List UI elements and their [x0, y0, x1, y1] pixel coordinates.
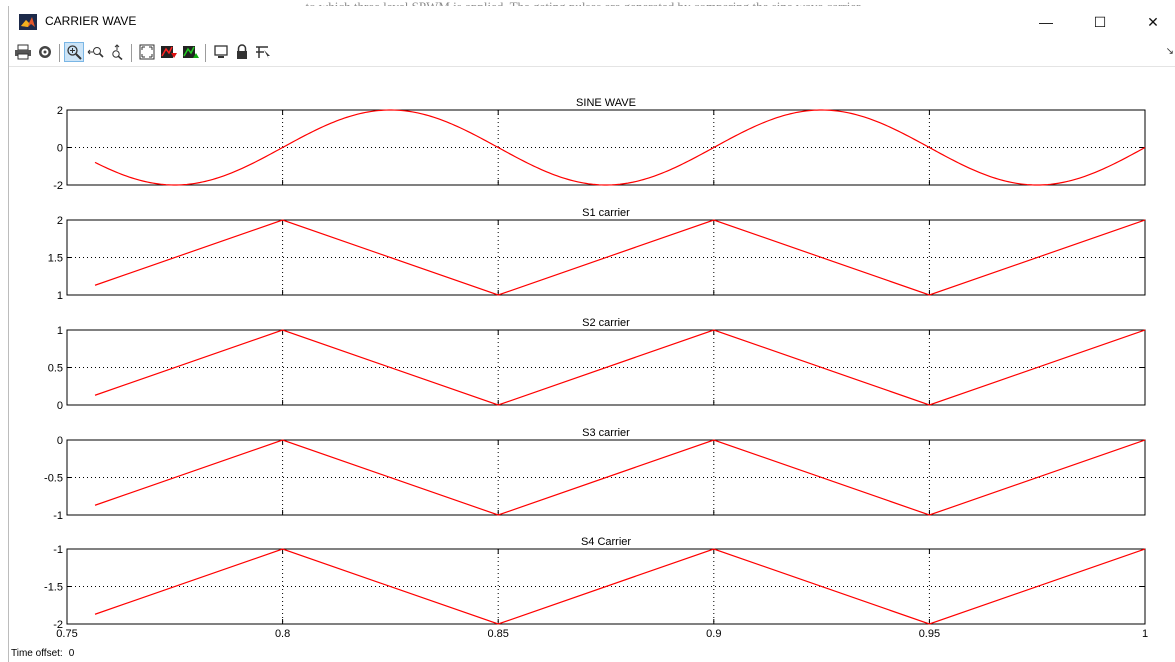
time-offset-label: Time offset:	[11, 648, 63, 659]
ytick-label-4-2: -0.5	[44, 473, 63, 485]
toolbar-separator	[205, 44, 206, 62]
ytick-label-4-3: -1	[53, 510, 63, 522]
plot-title-1: SINE WAVE	[576, 97, 636, 109]
title-bar[interactable]: CARRIER WAVE — ☐ ✕	[9, 6, 1175, 38]
ytick-label-1-3: -2	[53, 180, 63, 192]
trace-line-5	[94, 548, 1146, 625]
zoom-button[interactable]	[64, 42, 84, 62]
ytick-label-5-2: -1.5	[44, 582, 63, 594]
ytick-label-5-1: -1	[53, 544, 63, 556]
zoom-y-icon	[112, 44, 123, 60]
signal-selection-icon	[256, 46, 270, 59]
save-axes-icon	[161, 46, 177, 58]
xtick-label-5: 0.95	[919, 628, 940, 640]
matlab-icon	[19, 14, 37, 30]
xtick-label-6: 1	[1142, 628, 1148, 640]
zoom-x-button[interactable]	[86, 42, 106, 62]
restore-axes-button[interactable]	[181, 42, 201, 62]
ytick-label-2-1: 2	[57, 215, 63, 227]
plot-title-3: S2 carrier	[582, 317, 630, 329]
xtick-label-4: 0.9	[706, 628, 721, 640]
window-title: CARRIER WAVE	[45, 14, 137, 28]
scope-toolbar: ↘	[9, 38, 1175, 67]
zoom-y-button[interactable]	[107, 42, 127, 62]
print-icon	[15, 44, 31, 60]
status-bar: Time offset: 0	[11, 648, 74, 659]
autoscale-icon	[139, 44, 155, 60]
toolbar-overflow-icon[interactable]: ↘	[1165, 46, 1174, 57]
plot-title-4: S3 carrier	[582, 427, 630, 439]
maximize-button[interactable]: ☐	[1093, 13, 1107, 30]
parameters-icon	[39, 46, 51, 58]
trace-line-4	[94, 439, 1146, 516]
trace-line-2	[94, 219, 1146, 296]
zoom-x-icon	[87, 47, 104, 58]
minimize-button[interactable]: —	[1039, 14, 1053, 30]
time-offset-value: 0	[68, 648, 75, 659]
ytick-label-3-2: 0.5	[48, 363, 63, 375]
xtick-label-1: 0.75	[56, 628, 77, 640]
restore-axes-icon	[183, 46, 199, 58]
toolbar-separator	[131, 44, 132, 62]
xtick-label-2: 0.8	[275, 628, 290, 640]
save-axes-button[interactable]	[159, 42, 179, 62]
print-button[interactable]	[13, 42, 33, 62]
ytick-label-3-1: 1	[57, 325, 63, 337]
close-button[interactable]: ✕	[1147, 13, 1159, 30]
xtick-label-3: 0.85	[487, 628, 508, 640]
ytick-label-2-3: 1	[57, 290, 63, 302]
ytick-label-1-2: 0	[57, 143, 63, 155]
ytick-label-5-3: -2	[53, 619, 63, 631]
signal-selection-button[interactable]	[253, 42, 273, 62]
ytick-label-3-3: 0	[57, 400, 63, 412]
lock-icon	[237, 44, 247, 59]
ytick-label-1-1: 2	[57, 105, 63, 117]
floating-scope-button[interactable]	[211, 42, 231, 62]
trace-line-1	[94, 109, 1146, 186]
parameters-button[interactable]	[35, 42, 55, 62]
plot-title-5: S4 Carrier	[581, 536, 631, 548]
scope-window: CARRIER WAVE — ☐ ✕	[8, 6, 1175, 662]
trace-line-3	[94, 329, 1146, 406]
toolbar-separator	[59, 44, 60, 62]
plot-title-2: S1 carrier	[582, 207, 630, 219]
autoscale-button[interactable]	[137, 42, 157, 62]
axes-box-1	[66, 109, 1146, 186]
floating-scope-icon	[214, 45, 228, 58]
zoom-icon	[67, 45, 82, 60]
scope-plots: SINE WAVE 2 0 -2 S1 carrier 2 1.5 1 S2 carrier 1 0…	[44, 97, 1148, 640]
ytick-label-2-2: 1.5	[48, 253, 63, 265]
lock-axes-button[interactable]	[232, 42, 252, 62]
ytick-label-4-1: 0	[57, 435, 63, 447]
